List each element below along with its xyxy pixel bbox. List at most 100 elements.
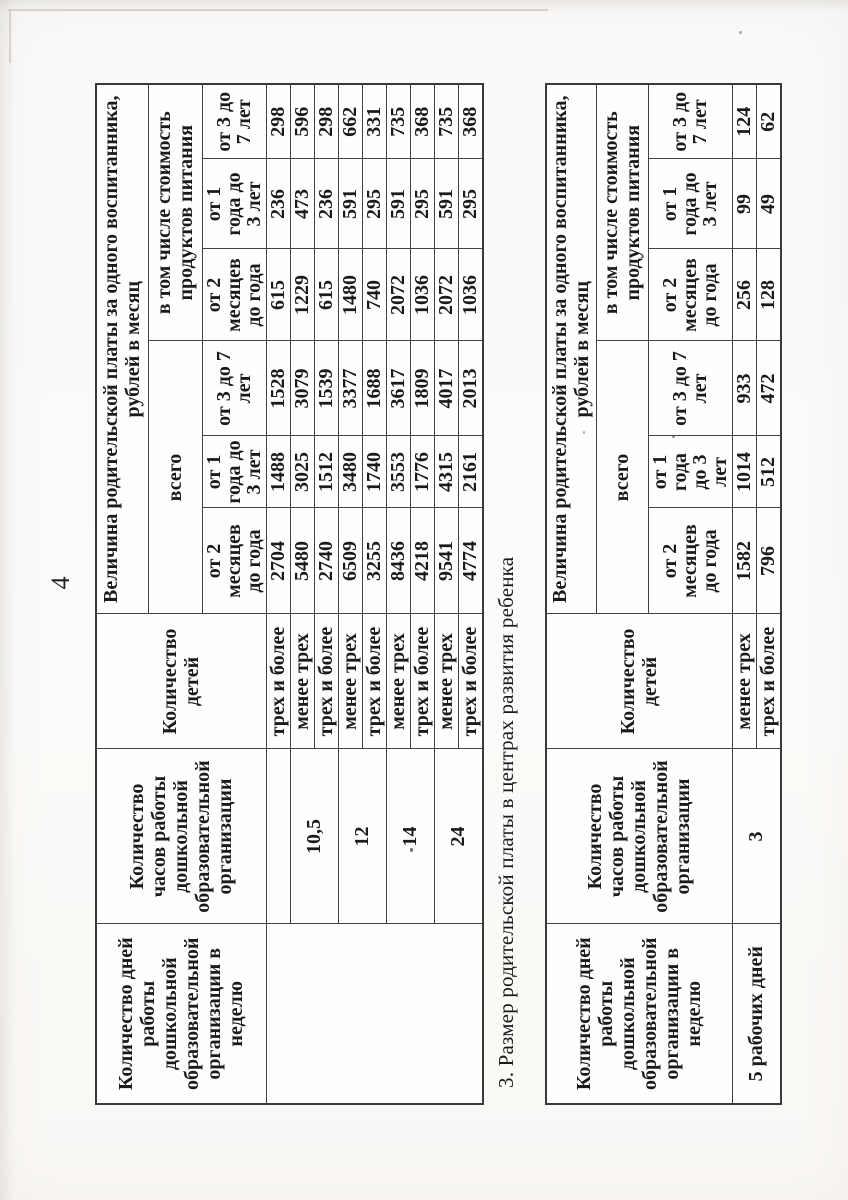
days-cell: 5 рабочих дней [732, 924, 781, 1104]
value-cell: 368 [458, 83, 483, 159]
value-cell: 2013 [458, 341, 483, 436]
scan-edge-artifact-horizontal [8, 9, 548, 11]
value-cell: 128 [756, 249, 781, 341]
value-cell: 368 [410, 83, 434, 159]
value-cell: 99 [732, 159, 756, 249]
value-cell: 124 [732, 83, 756, 159]
value-cell: 49 [756, 159, 781, 249]
value-cell: 4315 [434, 436, 458, 508]
scan-speck [739, 31, 742, 34]
header-age-1-3-food: от 1 года до 3 лет [202, 159, 266, 249]
value-cell: 1688 [362, 341, 386, 436]
header-age-1-3-food: от 1 года до 3 лет [648, 159, 732, 249]
value-cell: 512 [756, 436, 781, 508]
value-cell: 3025 [290, 436, 314, 508]
value-cell: 1740 [362, 436, 386, 508]
value-cell: 298 [266, 83, 290, 159]
section-3-caption: 3. Размер родительской платы в центрах р… [494, 556, 518, 1088]
value-cell: 472 [756, 341, 781, 436]
value-cell: 2161 [458, 436, 483, 508]
children-cell: трех и более [410, 614, 434, 749]
header-fee-amount: Величина родительской платы за одного во… [546, 83, 596, 614]
value-cell: 2072 [434, 249, 458, 341]
value-cell: 615 [314, 249, 338, 341]
value-cell: 740 [362, 249, 386, 341]
value-cell: 2072 [386, 249, 410, 341]
hours-cell: 10,5 [290, 749, 338, 924]
children-cell: менее трех [386, 614, 410, 749]
value-cell: 3255 [362, 508, 386, 614]
value-cell: 3480 [338, 436, 362, 508]
header-total: всего [148, 341, 202, 614]
children-cell: трех и более [362, 614, 386, 749]
value-cell: 1528 [266, 341, 290, 436]
children-cell: трех и более [266, 614, 290, 749]
scan-speck [410, 848, 413, 852]
children-cell: менее трех [434, 614, 458, 749]
value-cell: 933 [732, 341, 756, 436]
scan-edge-artifact-vertical [9, 9, 11, 63]
value-cell: 1809 [410, 341, 434, 436]
value-cell: 1036 [410, 249, 434, 341]
header-children-count: Количество детей [546, 614, 732, 749]
children-cell: трех и более [756, 614, 781, 749]
header-age-1-3-total: от 1 года до 3 лет [648, 436, 732, 508]
value-cell: 1539 [314, 341, 338, 436]
children-cell: менее трех [732, 614, 756, 749]
value-cell: 295 [410, 159, 434, 249]
value-cell: 1512 [314, 436, 338, 508]
header-fee-amount: Величина родительской платы за одного во… [96, 83, 148, 614]
value-cell: 256 [732, 249, 756, 341]
fee-table-by-hours: Количество дней работы дошкольной образо… [95, 82, 484, 1105]
children-cell: трех и более [458, 614, 483, 749]
header-days-per-week: Количество дней работы дошкольной образо… [546, 924, 732, 1104]
header-food-cost: в том числе стоимость продуктов питания [148, 83, 202, 341]
header-food-cost: в том числе стоимость продуктов питания [596, 83, 648, 341]
header-age-3-7-food: от 3 до 7 лет [648, 83, 732, 159]
value-cell: 295 [362, 159, 386, 249]
value-cell: 2740 [314, 508, 338, 614]
value-cell: 295 [458, 159, 483, 249]
value-cell: 1036 [458, 249, 483, 341]
scan-speck [672, 435, 675, 438]
value-cell: 4218 [410, 508, 434, 614]
value-cell: 1480 [338, 249, 362, 341]
value-cell: 735 [434, 83, 458, 159]
value-cell: 615 [266, 249, 290, 341]
header-children-count: Количество детей [96, 614, 266, 749]
value-cell: 1776 [410, 436, 434, 508]
value-cell: 1014 [732, 436, 756, 508]
value-cell: 591 [338, 159, 362, 249]
header-total: всего [596, 341, 648, 614]
value-cell: 3377 [338, 341, 362, 436]
value-cell: 236 [314, 159, 338, 249]
hours-cell: 14 [386, 749, 434, 924]
value-cell: 3079 [290, 341, 314, 436]
hours-cell: 24 [434, 749, 483, 924]
value-cell: 8436 [386, 508, 410, 614]
value-cell: 662 [338, 83, 362, 159]
header-age-3-7-total: от 3 до 7 лет [202, 341, 266, 436]
children-cell: трех и более [314, 614, 338, 749]
header-age-0-1-total: от 2 месяцев до года [648, 508, 732, 614]
value-cell: 3617 [386, 341, 410, 436]
value-cell: 6509 [338, 508, 362, 614]
header-age-1-3-total: от 1 года до 3 лет [202, 436, 266, 508]
value-cell: 1488 [266, 436, 290, 508]
fee-table-development-centers: Количество дней работы дошкольной образо… [545, 82, 782, 1105]
scan-speck [583, 431, 585, 434]
header-days-per-week: Количество дней работы дошкольной образо… [96, 924, 266, 1104]
header-age-0-1-food: от 2 месяцев до года [648, 249, 732, 341]
hours-cell: 12 [338, 749, 386, 924]
children-cell: менее трех [338, 614, 362, 749]
value-cell: 473 [290, 159, 314, 249]
value-cell: 298 [314, 83, 338, 159]
value-cell: 9541 [434, 508, 458, 614]
value-cell: 2704 [266, 508, 290, 614]
header-hours-of-work: Количество часов работы дошкольной образ… [546, 749, 732, 924]
value-cell: 596 [290, 83, 314, 159]
header-hours-of-work: Количество часов работы дошкольной образ… [96, 749, 266, 924]
header-age-0-1-food: от 2 месяцев до года [202, 249, 266, 341]
